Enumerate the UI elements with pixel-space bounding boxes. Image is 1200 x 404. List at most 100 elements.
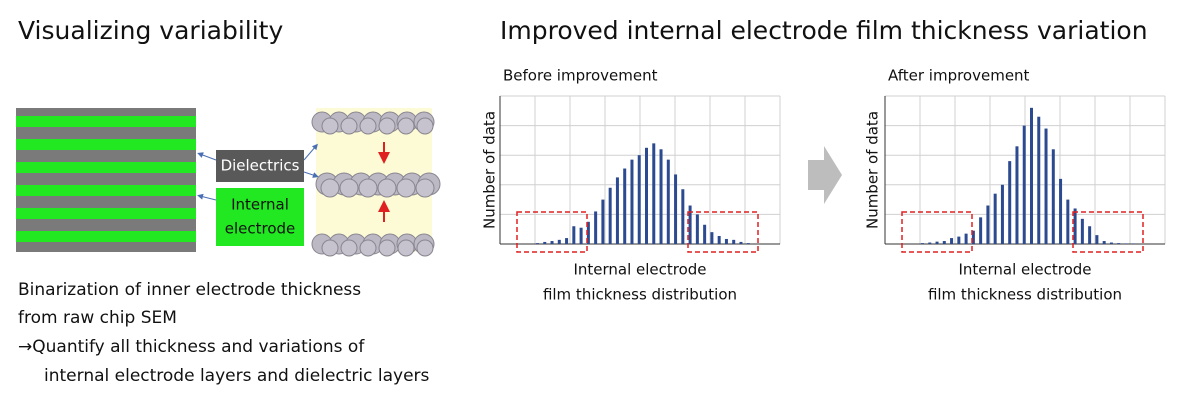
bar (615, 177, 619, 244)
bar (935, 241, 939, 244)
electrode-stripe (16, 208, 196, 219)
caption: Binarization of inner electrode thicknes… (18, 280, 361, 300)
bar (964, 233, 968, 244)
bar (1022, 125, 1026, 244)
bar (645, 147, 648, 244)
bar (1066, 199, 1070, 244)
arrow (303, 143, 318, 161)
particle (415, 178, 435, 198)
bar (703, 224, 707, 244)
bar (695, 214, 699, 244)
bar (666, 159, 670, 244)
bar (1037, 116, 1041, 244)
chart-title: Before improvement (503, 67, 658, 85)
bar (557, 239, 561, 244)
y-axis-label: Number of data (864, 111, 882, 229)
chart-title: After improvement (888, 67, 1030, 85)
electrode-stripe (16, 139, 196, 150)
y-axis-label: Number of data (481, 111, 499, 229)
bar (586, 221, 590, 244)
bar (993, 193, 997, 244)
particle (359, 239, 377, 257)
particle-diagram (311, 108, 441, 257)
label: Internal (231, 196, 289, 214)
bar (921, 243, 924, 244)
particle (416, 239, 434, 257)
sem-image (16, 108, 196, 252)
bar (1088, 226, 1092, 244)
bar (1073, 208, 1077, 244)
bar (957, 236, 961, 244)
bar (971, 230, 975, 244)
bar (739, 241, 743, 244)
bar (1008, 161, 1012, 244)
bar (746, 243, 750, 244)
caption: from raw chip SEM (18, 308, 177, 328)
bar (717, 236, 721, 244)
x-axis-label: Internal electrode (573, 261, 706, 279)
bar (543, 241, 547, 244)
bar (950, 238, 954, 244)
electrode-stripe (16, 162, 196, 173)
label: electrode (225, 220, 296, 238)
particle (378, 239, 396, 257)
bar (1030, 107, 1033, 244)
electrode-stripe (16, 185, 196, 196)
bar (637, 155, 641, 244)
bar (1080, 218, 1084, 244)
bar (1059, 178, 1063, 244)
bar (608, 187, 612, 244)
highlight-box (516, 211, 588, 253)
bar (659, 149, 663, 244)
arrow (303, 171, 319, 178)
bar (928, 242, 932, 244)
bar (681, 189, 685, 244)
bar (732, 239, 736, 244)
particle (321, 239, 339, 257)
highlight-box (901, 211, 973, 253)
particle (321, 117, 339, 135)
bar (1051, 149, 1055, 244)
caption: →Quantify all thickness and variations o… (18, 337, 365, 357)
particle (320, 178, 340, 198)
particle (358, 178, 378, 198)
arrow (197, 152, 217, 161)
bar (1131, 243, 1135, 244)
bar (579, 227, 583, 244)
x-axis-label: Internal electrode (958, 261, 1091, 279)
bar (623, 168, 627, 244)
bar (979, 217, 983, 244)
bar (1015, 146, 1019, 244)
particle (339, 178, 359, 198)
bar (710, 232, 714, 244)
particle (359, 117, 377, 135)
electrode-stripe (16, 116, 196, 127)
bar (536, 243, 539, 244)
x-axis-label: film thickness distribution (928, 286, 1122, 304)
bar (674, 174, 678, 244)
bar (1124, 243, 1128, 244)
bar (652, 143, 656, 244)
particle (416, 117, 434, 135)
bar (601, 199, 605, 244)
bar (1117, 243, 1121, 244)
bar (1095, 235, 1099, 244)
particle (396, 178, 416, 198)
bar (565, 238, 569, 244)
particle (340, 239, 358, 257)
label-box (216, 188, 304, 246)
bar (1102, 241, 1106, 244)
bar (724, 238, 728, 244)
highlight-box (687, 211, 759, 253)
bar (688, 205, 692, 244)
bar (550, 241, 554, 244)
bar (1000, 184, 1004, 244)
bar (1044, 128, 1048, 244)
bar (572, 226, 576, 244)
electrode-stripe (16, 231, 196, 242)
bar (942, 241, 946, 244)
label-box (216, 150, 304, 182)
x-axis-label: film thickness distribution (543, 286, 737, 304)
arrow (197, 193, 217, 201)
